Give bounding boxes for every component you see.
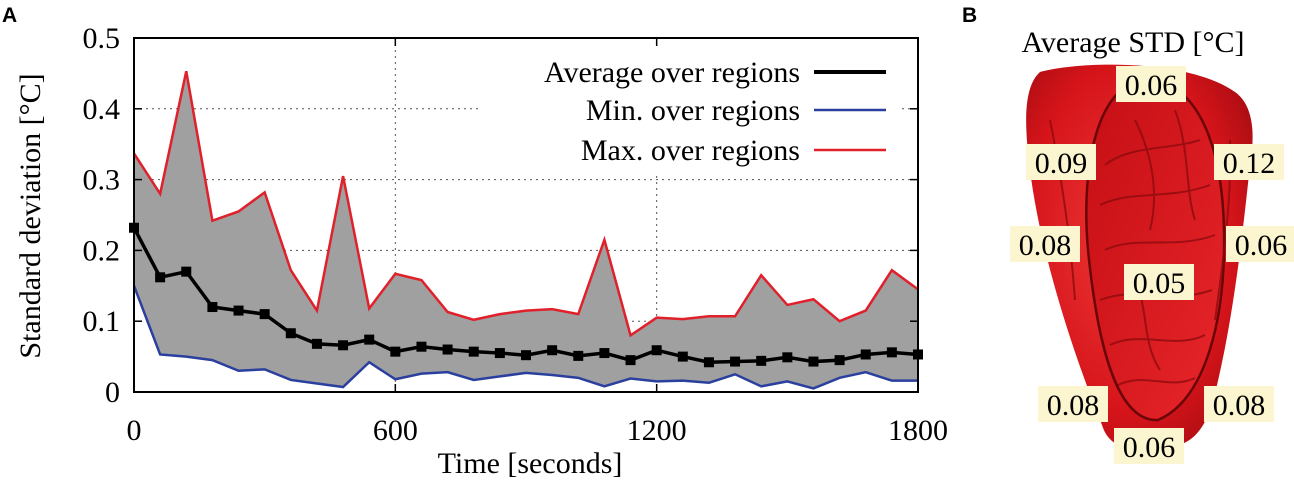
x-tick-label: 1200 [627,414,687,447]
min-max-band [134,71,918,389]
region-label-middle-right: 0.06 [1235,229,1288,262]
average-marker [442,344,453,355]
x-tick-label: 0 [127,414,142,447]
average-marker [782,352,793,363]
y-tick-label: 0.5 [83,22,121,55]
average-marker [364,334,375,345]
panel-b-title: Average STD [°C] [1021,26,1244,59]
region-label-lower-right: 0.08 [1213,389,1266,422]
average-marker [547,345,558,356]
legend-label-average: Average over regions [544,56,800,89]
average-marker [311,338,322,349]
legend-label-max: Max. over regions [581,134,800,167]
x-tick-label: 1800 [888,414,948,447]
region-label-bg [1214,144,1284,180]
region-label-bg [1026,144,1096,180]
average-marker [155,272,166,283]
std-chart: 0 0.1 0.2 0.3 0.4 0.5 0 600 1200 1800 Average ove… [14,22,948,480]
x-tick-label: 600 [373,414,418,447]
panel-b-letter: B [962,4,977,27]
average-marker [416,341,427,352]
region-label-bg [1010,226,1080,262]
region-label-middle-left: 0.08 [1019,229,1072,262]
average-marker [834,355,845,366]
average-marker [860,349,871,360]
y-tick-label: 0.2 [83,234,121,267]
region-label-bg [1114,428,1184,464]
region-label-top: 0.06 [1125,69,1178,102]
average-marker [390,346,401,357]
x-axis-title: Time [seconds] [438,447,623,480]
average-marker [233,305,244,316]
average-marker [808,356,819,367]
region-label-bg [1038,386,1108,422]
average-marker [259,309,270,320]
y-tick-label: 0 [105,376,120,409]
average-marker [285,328,296,339]
average-marker [468,346,479,357]
series-line-max [132,71,919,338]
region-label-center: 0.05 [1133,267,1186,300]
region-label-upper-right: 0.12 [1223,147,1276,180]
average-marker [886,347,897,358]
region-label-upper-left: 0.09 [1035,147,1088,180]
region-label-bg [1124,264,1194,300]
average-marker [677,351,688,362]
average-marker [651,345,662,356]
average-marker [625,355,636,366]
average-marker [521,350,531,361]
panel-a-letter: A [2,4,17,27]
organ-panel: Average STD [°C] 0.06 0.09 0.12 [1010,26,1294,464]
tick-labels: 0 0.1 0.2 0.3 0.4 0.5 0 600 1200 1800 [83,22,949,447]
region-labels: 0.06 0.09 0.12 0.08 0.06 0.05 0.08 0.08 … [1010,66,1294,464]
legend-label-min: Min. over regions [586,94,800,127]
average-marker [207,302,218,313]
y-tick-label: 0.3 [83,164,121,197]
legend: Average over regions Min. over regions M… [478,50,902,176]
region-label-bottom: 0.06 [1123,431,1176,464]
average-marker [494,348,505,359]
series-line-min [132,285,918,390]
region-label-bg [1204,386,1274,422]
average-marker [730,356,741,367]
average-marker [703,357,714,368]
y-tick-label: 0.4 [83,93,121,126]
axis-ticks [133,37,919,393]
plot-frame [133,37,919,393]
region-label-bg [1226,226,1294,262]
average-marker [338,340,349,351]
average-marker [573,350,584,361]
y-axis-title: Standard deviation [°C] [14,73,47,358]
average-marker [181,266,192,277]
region-label-lower-left: 0.08 [1047,389,1100,422]
average-marker [756,355,767,366]
average-marker [599,348,610,359]
y-tick-label: 0.1 [83,305,121,338]
region-label-bg [1116,66,1186,102]
